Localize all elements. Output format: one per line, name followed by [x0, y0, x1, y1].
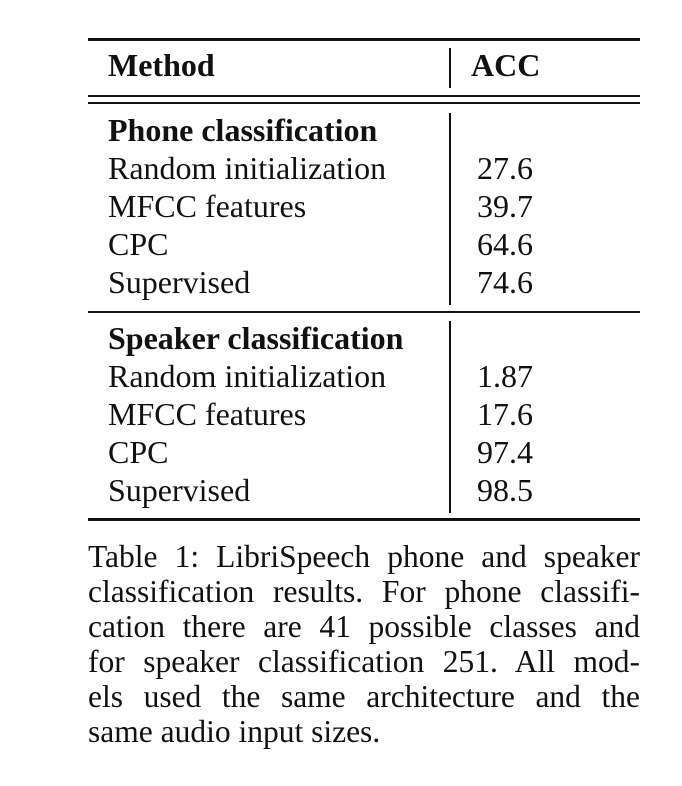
caption-line: cation there are 41 possible classes and	[88, 609, 640, 644]
section-title-speaker: Speaker classification	[108, 320, 404, 356]
top-rule	[88, 38, 640, 41]
header-double-rule-bottom	[88, 102, 640, 104]
caption-line: Table 1: LibriSpeech phone and speaker	[88, 539, 640, 574]
table-row-acc: 17.6	[477, 396, 533, 432]
table-row-method: Random initialization	[108, 150, 387, 186]
table-row-method: CPC	[108, 226, 169, 262]
table-row-method: Random initialization	[108, 358, 387, 394]
table-row-acc: 64.6	[477, 226, 533, 262]
caption-line: for speaker classification 251. All mod-	[88, 644, 640, 679]
table-row-acc: 27.6	[477, 150, 533, 186]
table-row-method: MFCC features	[108, 396, 307, 432]
column-separator-phone	[449, 113, 451, 305]
table-row-method: MFCC features	[108, 188, 307, 224]
section-title-phone: Phone classification	[108, 112, 378, 148]
caption-line: els used the same architecture and the	[88, 679, 640, 714]
column-separator-header	[449, 48, 451, 88]
caption-line: classification results. For phone classi…	[88, 574, 640, 609]
column-separator-speaker	[449, 321, 451, 513]
table-caption: Table 1: LibriSpeech phone and speaker c…	[88, 539, 640, 749]
table-row-method: Supervised	[108, 264, 251, 300]
table-row-method: Supervised	[108, 472, 251, 508]
table-row-acc: 97.4	[477, 434, 533, 470]
header-double-rule-top	[88, 95, 640, 97]
table-row-acc: 1.87	[477, 358, 533, 394]
header-method: Method	[108, 47, 215, 83]
table-row-acc: 98.5	[477, 472, 533, 508]
table-row-method: CPC	[108, 434, 169, 470]
section-divider-rule	[88, 311, 640, 313]
bottom-rule	[88, 518, 640, 521]
caption-line: same audio input sizes.	[88, 714, 381, 749]
header-acc: ACC	[471, 47, 541, 83]
table-row-acc: 74.6	[477, 264, 533, 300]
table-row-acc: 39.7	[477, 188, 533, 224]
